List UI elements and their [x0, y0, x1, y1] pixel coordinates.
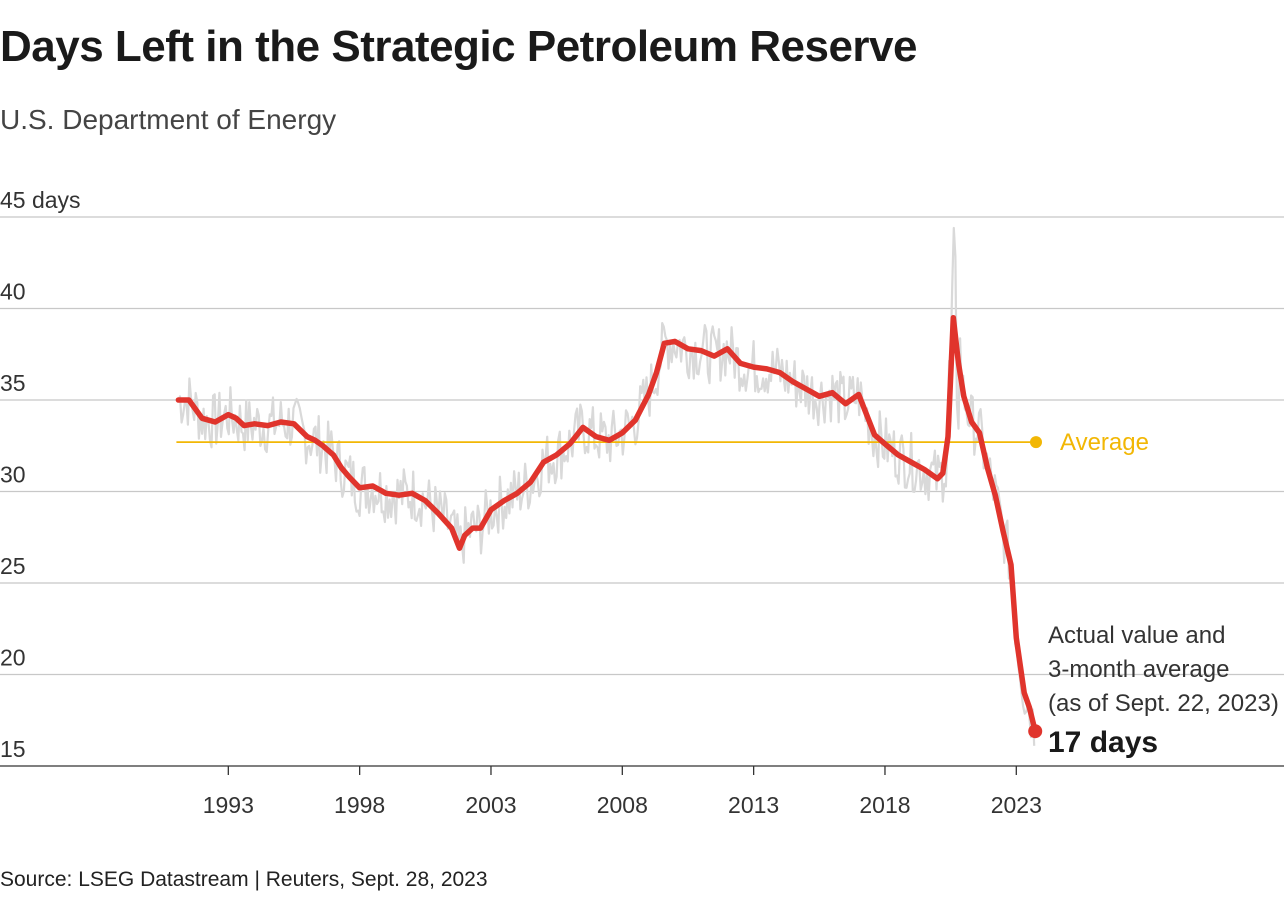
chart-title: Days Left in the Strategic Petroleum Res… [0, 22, 918, 71]
annotation-line-3: (as of Sept. 22, 2023) [1048, 690, 1279, 717]
annotation-line-1: Actual value and [1048, 622, 1225, 649]
x-tick-label: 1993 [203, 792, 254, 818]
series-layer [175, 314, 1038, 734]
latest-value-marker [1028, 724, 1043, 739]
y-tick-label: 30 [0, 462, 26, 488]
source-note: Source: LSEG Datastream | Reuters, Sept.… [0, 868, 488, 891]
x-tick-label: 2008 [597, 792, 648, 818]
gridlines [0, 216, 1284, 767]
x-axis-ticks: 1993 1998 2003 2008 2013 2018 2023 [203, 766, 1042, 818]
end-annotation: Actual value and 3-month average (as of … [1028, 622, 1279, 759]
y-tick-label: 15 [0, 736, 26, 762]
y-axis-ticks: 45 days 40 35 30 25 20 15 [0, 187, 81, 762]
y-tick-label: 40 [0, 279, 26, 305]
line-chart: 45 days 40 35 30 25 20 15 1993 1998 2003 2008 2013… [0, 187, 1284, 818]
annotation-line-2: 3-month average [1048, 656, 1229, 683]
y-tick-label: 25 [0, 553, 26, 579]
x-tick-label: 2003 [465, 792, 516, 818]
x-tick-label: 2023 [991, 792, 1042, 818]
x-tick-label: 2018 [859, 792, 910, 818]
average-marker [1030, 436, 1042, 449]
y-tick-label: 20 [0, 645, 26, 671]
three-month-average-line [175, 314, 1038, 734]
actual-values-band [177, 226, 1036, 746]
y-tick-label: 35 [0, 370, 26, 396]
actual-values-line [177, 226, 1036, 746]
x-tick-label: 2013 [728, 792, 779, 818]
chart-subtitle: U.S. Department of Energy [0, 104, 337, 135]
average-label: Average [1060, 429, 1149, 456]
y-tick-label: 45 days [0, 187, 81, 213]
x-tick-label: 1998 [334, 792, 385, 818]
annotation-value: 17 days [1048, 726, 1158, 759]
